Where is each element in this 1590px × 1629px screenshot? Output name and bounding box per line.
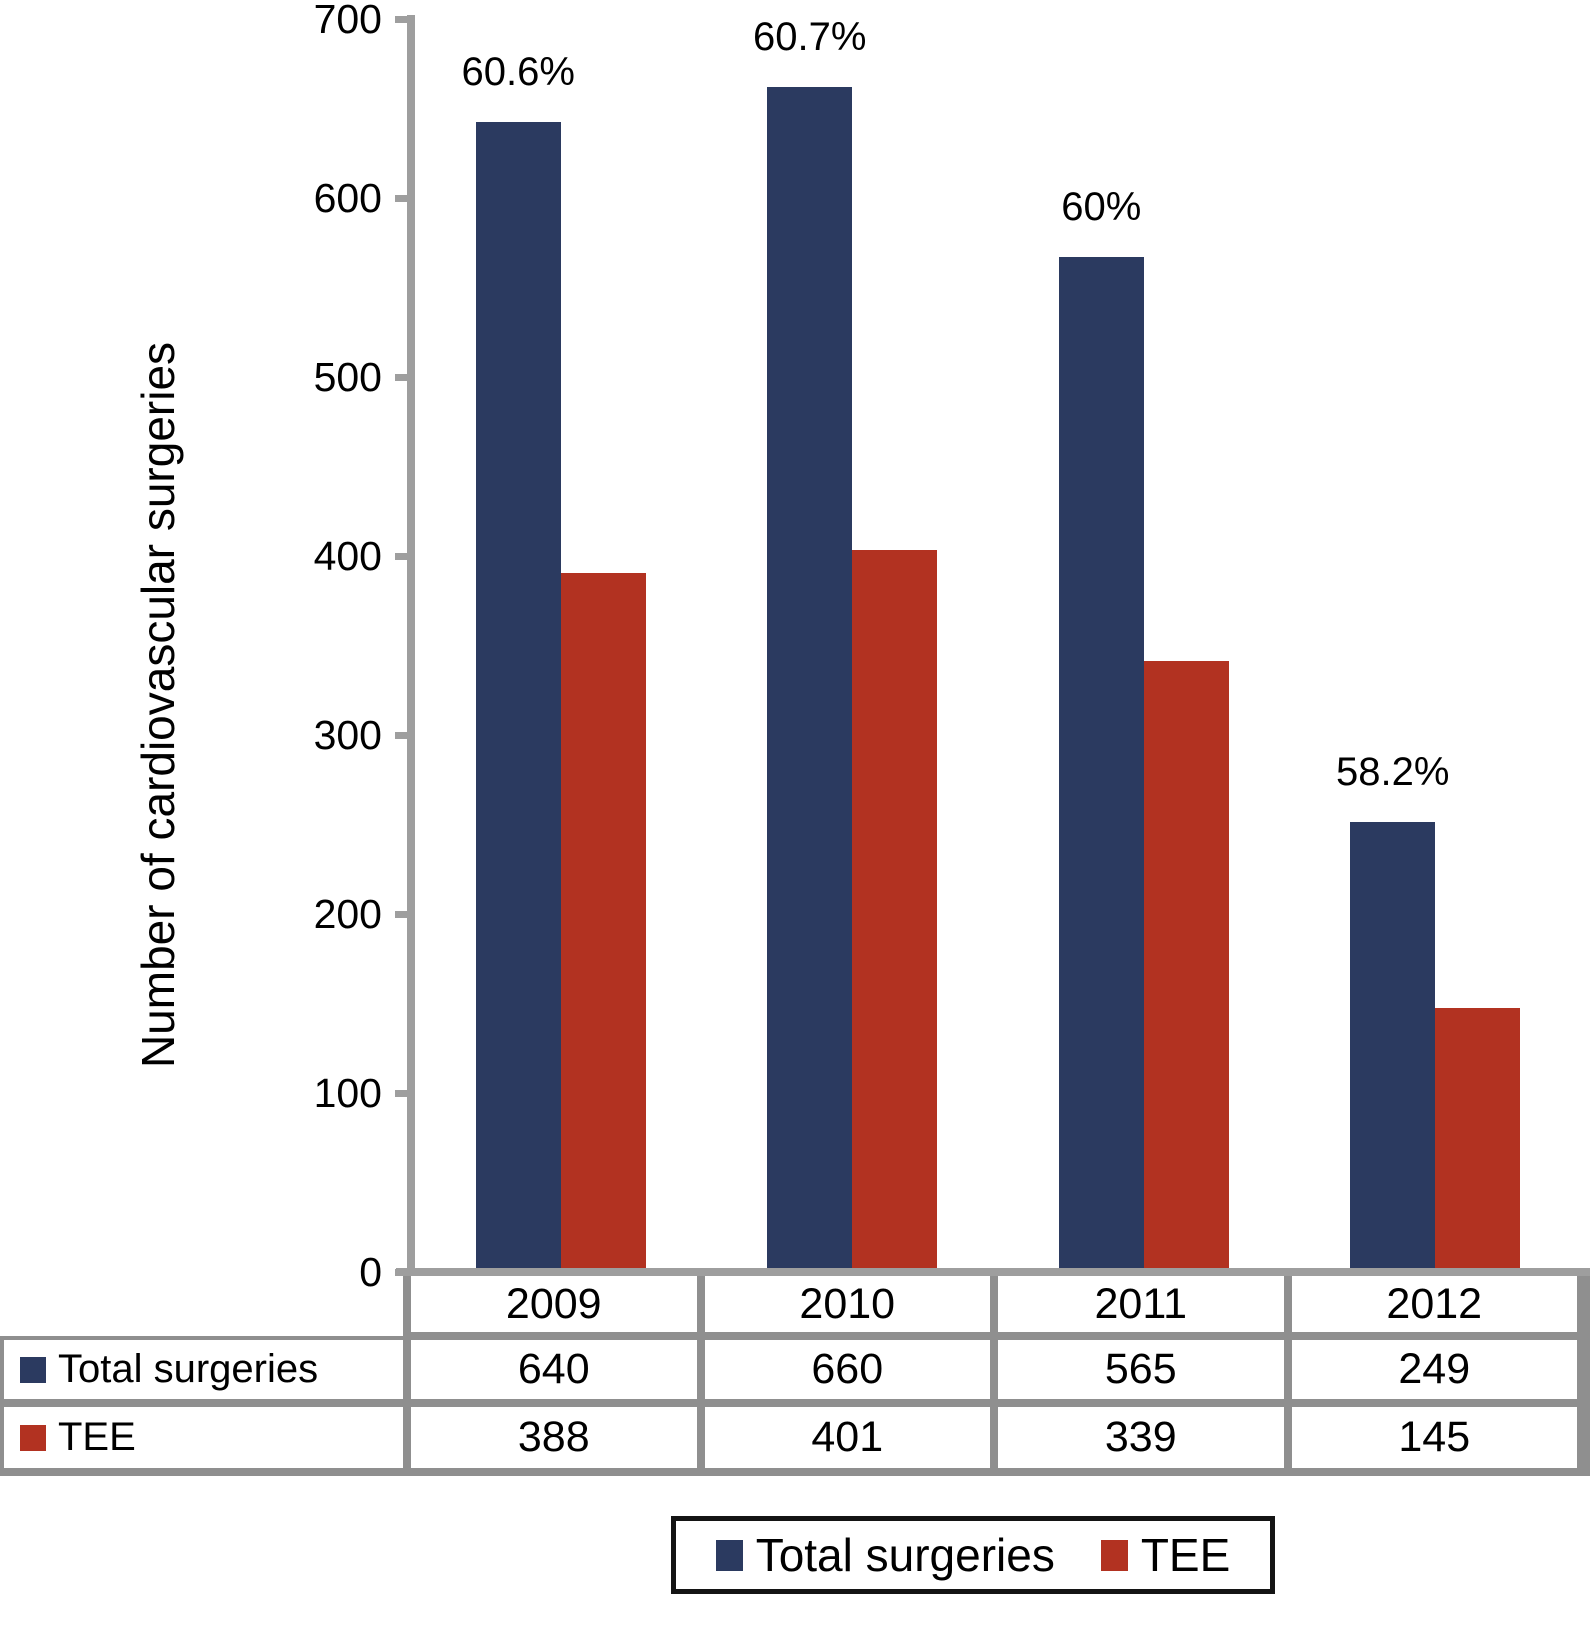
y-tick-label: 600 — [313, 175, 382, 221]
table-cell-tee-2010: 401 — [704, 1407, 990, 1468]
y-tick-label: 500 — [313, 354, 382, 400]
total-surgeries-legend-swatch-icon — [715, 1539, 743, 1571]
percent-label-2012: 58.2% — [1336, 750, 1450, 795]
legend-label-total-surgeries: Total surgeries — [755, 1529, 1055, 1581]
table-year-header-2009: 2009 — [411, 1276, 697, 1332]
table-year-header-2011: 2011 — [998, 1276, 1284, 1332]
y-tick-label: 100 — [313, 1070, 382, 1116]
table-cell-total-surgeries-2011: 565 — [998, 1340, 1284, 1399]
tee-legend-swatch-icon — [1100, 1539, 1128, 1571]
legend-label-tee: TEE — [1140, 1529, 1231, 1581]
legend-item-tee: TEE — [1100, 1528, 1231, 1582]
plot-area: 60.6% 60.7% 60% 58.2% — [415, 15, 1581, 1268]
table-cell-total-surgeries-2009: 640 — [411, 1340, 697, 1399]
table-cell-total-surgeries-2012: 249 — [1291, 1340, 1577, 1399]
bar-tee-2009 — [560, 573, 646, 1268]
table-row-label-tee: TEE — [4, 1407, 403, 1468]
bar-tee-2010 — [852, 550, 938, 1268]
bar-total-surgeries-2009 — [475, 122, 561, 1268]
table-row-label-text: TEE — [58, 1415, 136, 1459]
y-tick-mark — [395, 911, 407, 918]
tee-swatch-icon — [20, 1424, 46, 1451]
legend-item-total-surgeries: Total surgeries — [715, 1528, 1055, 1582]
table-year-header-2012: 2012 — [1291, 1276, 1577, 1332]
bar-tee-2012 — [1435, 1008, 1521, 1268]
y-tick-label: 200 — [313, 891, 382, 937]
bar-total-surgeries-2010 — [767, 86, 853, 1268]
bar-total-surgeries-2011 — [1058, 256, 1144, 1268]
y-tick-label: 400 — [313, 533, 382, 579]
total-surgeries-swatch-icon — [20, 1356, 46, 1383]
percent-label-2011: 60% — [1061, 184, 1142, 229]
percent-label-2009: 60.6% — [461, 50, 575, 95]
y-tick-label: 0 — [359, 1249, 382, 1295]
x-axis-line — [396, 1268, 1590, 1276]
y-tick-mark — [395, 553, 407, 560]
percent-label-2010: 60.7% — [753, 14, 867, 59]
y-tick-mark — [395, 1090, 407, 1097]
y-tick-label: 700 — [313, 0, 382, 42]
table-cell-tee-2012: 145 — [1291, 1407, 1577, 1468]
y-axis-title: Number of cardiovascular surgeries — [132, 341, 184, 1069]
y-axis-line — [407, 15, 415, 1276]
legend-box: Total surgeries TEE — [671, 1516, 1275, 1594]
y-tick-mark — [395, 16, 407, 23]
y-tick-label: 300 — [313, 712, 382, 758]
table-row-label-text: Total surgeries — [58, 1347, 319, 1391]
table-cell-tee-2009: 388 — [411, 1407, 697, 1468]
y-tick-mark — [395, 374, 407, 381]
y-tick-mark — [395, 195, 407, 202]
bar-tee-2011 — [1143, 661, 1229, 1268]
bar-total-surgeries-2012 — [1350, 822, 1436, 1268]
table-cell-tee-2011: 339 — [998, 1407, 1284, 1468]
table-cell-total-surgeries-2010: 660 — [704, 1340, 990, 1399]
table-row-label-total-surgeries: Total surgeries — [4, 1340, 403, 1399]
y-tick-mark — [395, 732, 407, 739]
table-year-header-2010: 2010 — [704, 1276, 990, 1332]
